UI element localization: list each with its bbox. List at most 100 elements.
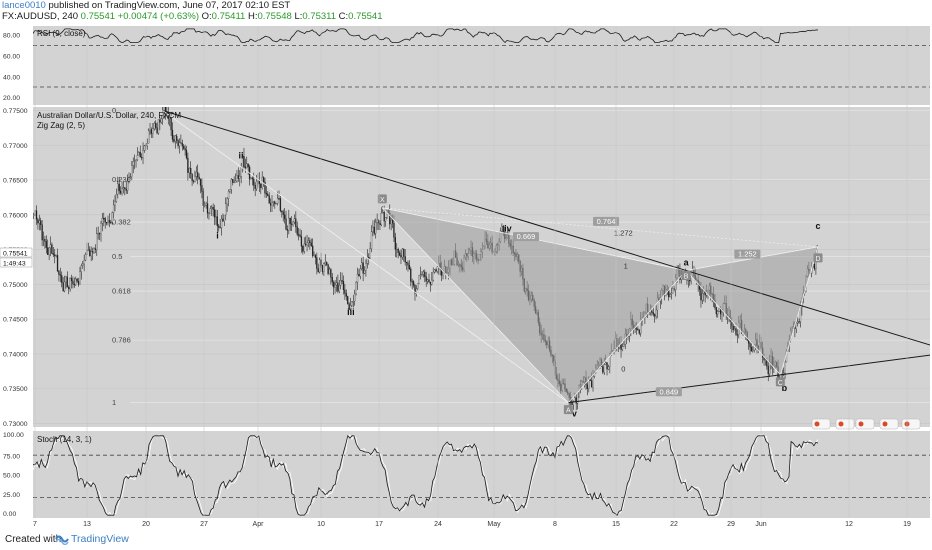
candle-body: [394, 237, 397, 250]
stoch-title: Stoch (14, 3, 1): [37, 435, 92, 444]
price-tick-label: 0.73500: [3, 386, 28, 393]
candle-body: [89, 249, 91, 256]
candle-body: [410, 268, 412, 282]
candle-body: [369, 248, 371, 259]
candle-body: [363, 270, 366, 274]
candle-body: [234, 180, 237, 183]
candle-body: [159, 119, 161, 123]
candle-body: [602, 366, 604, 373]
candle-body: [251, 177, 254, 180]
candle-body: [45, 241, 47, 248]
candle-body: [345, 293, 347, 297]
author-link[interactable]: lance0010: [2, 0, 46, 11]
candle-body: [199, 179, 202, 186]
zigzag-leg-line: [162, 110, 569, 403]
time-tick-label: 17: [375, 521, 383, 528]
wave-label: a: [684, 257, 690, 267]
candle-body: [195, 172, 197, 177]
candle-body: [267, 193, 269, 196]
candle-body: [278, 198, 280, 200]
candle-body: [33, 214, 35, 216]
candle-body: [282, 211, 284, 215]
candle-body: [435, 269, 437, 272]
candle-body: [289, 217, 291, 224]
wave-label: iii: [347, 307, 355, 317]
candle-body: [117, 183, 119, 195]
time-tick-label: Apr: [253, 521, 265, 528]
candle-body: [672, 288, 674, 294]
time-tick-label: 20: [142, 521, 150, 528]
candle-body: [63, 281, 66, 292]
candle-body: [275, 203, 277, 205]
candle-body: [404, 256, 406, 263]
candle-body: [118, 183, 120, 192]
candle-body: [190, 168, 192, 174]
candle-body: [163, 107, 165, 111]
candle-body: [391, 219, 394, 224]
stoch-tick-50: 50.00: [3, 473, 20, 480]
candle-body: [265, 193, 268, 195]
rsi-panel: [33, 26, 930, 105]
candle-body: [169, 117, 171, 120]
chart-area[interactable]: 80.00 60.00 40.00 20.00 RSI (9, close) 0…: [0, 22, 932, 530]
candle-body: [396, 249, 398, 251]
candle-body: [317, 268, 319, 273]
last-price: 0.75541: [80, 11, 116, 22]
candle-body: [140, 157, 143, 159]
candle-body: [170, 117, 172, 131]
candle-body: [442, 272, 444, 276]
candle-body: [590, 380, 593, 388]
candle-body: [247, 163, 249, 168]
candle-body: [571, 401, 573, 405]
wave-label: c: [815, 221, 820, 231]
trade-icons[interactable]: [811, 418, 921, 430]
candle-body: [652, 312, 654, 315]
time-axis: 7 13 20 27 Apr 10 17 24 May 8 15 22 29 Jun 12 19: [33, 26, 911, 528]
candle-body: [312, 245, 314, 256]
candle-body: [112, 204, 115, 213]
candle-body: [35, 210, 38, 220]
candle-body: [421, 273, 423, 276]
candle-body: [206, 203, 209, 214]
candle-body: [65, 276, 67, 283]
candle-body: [799, 307, 802, 322]
tradingview-logo-icon: [55, 535, 69, 545]
candle-body: [184, 148, 186, 151]
candle-body: [747, 340, 750, 344]
candle-body: [239, 175, 241, 179]
tradingview-brand[interactable]: TradingView: [71, 533, 129, 545]
candle-body: [160, 118, 162, 123]
price-tag: 0.75541: [3, 250, 28, 257]
candle-body: [586, 384, 589, 389]
candle-body: [128, 177, 130, 182]
wave-label: iv: [504, 224, 512, 234]
candle-body: [177, 140, 179, 147]
candle-body: [219, 227, 221, 229]
candle-body: [208, 213, 210, 215]
candle-body: [119, 190, 122, 194]
candle-body: [296, 226, 298, 235]
wave-label: ii: [239, 151, 244, 161]
fib-level-label: 0.382: [112, 218, 131, 227]
candle-body: [232, 179, 234, 183]
candle-body: [338, 285, 340, 292]
candle-body: [61, 275, 63, 283]
candle-body: [314, 255, 317, 258]
candle-body: [185, 150, 188, 159]
candle-body: [143, 145, 146, 151]
candle-body: [638, 330, 640, 334]
candle-body: [299, 234, 301, 237]
candle-body: [327, 264, 329, 274]
candle-body: [717, 311, 719, 315]
candle-body: [135, 159, 137, 161]
candle-body: [354, 293, 356, 302]
candle-body: [408, 265, 411, 270]
candle-body: [72, 280, 74, 285]
candle-body: [215, 216, 217, 218]
stoch-tick-25: 25.00: [3, 492, 20, 499]
candle-body: [156, 127, 158, 134]
ratio-label: 0.849: [659, 387, 678, 396]
candle-body: [229, 189, 231, 192]
candle-body: [365, 263, 367, 271]
candle-body: [352, 301, 354, 303]
